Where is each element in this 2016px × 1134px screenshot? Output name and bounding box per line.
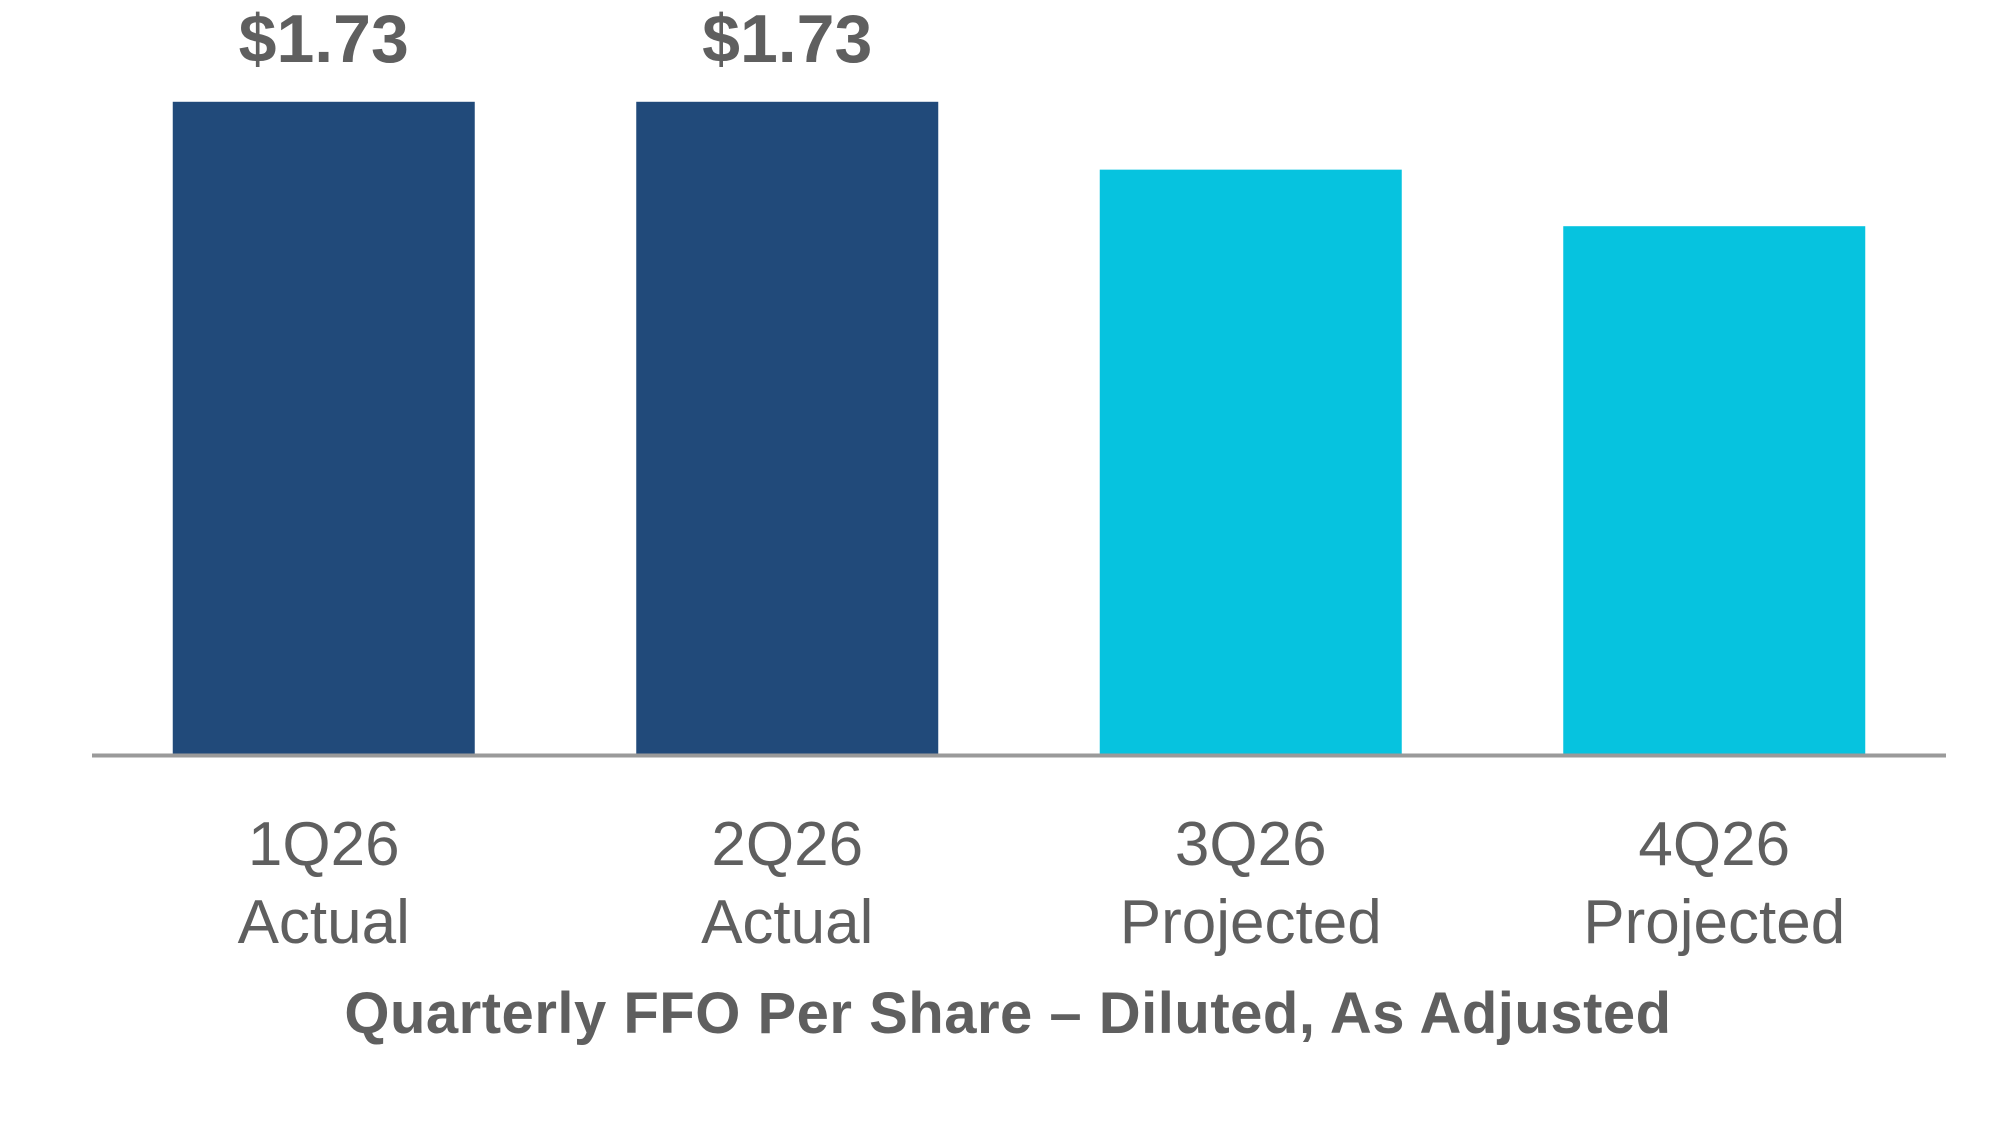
bar-2q26 (636, 101, 939, 755)
category-sublabel: Projected (1120, 888, 1382, 957)
bars-group (172, 101, 1866, 755)
category-sublabel: Actual (701, 888, 873, 957)
category-label: 2Q26 (711, 810, 863, 879)
category-sublabel: Projected (1583, 888, 1845, 957)
category-label: 4Q26 (1638, 810, 1790, 879)
bar-1q26 (172, 101, 475, 755)
value-label: $1.73 (239, 1, 409, 77)
bar-4q26 (1563, 226, 1866, 754)
value-label: $1.73 (702, 1, 872, 77)
bar-3q26 (1099, 169, 1402, 754)
category-sublabel: Actual (238, 888, 410, 957)
value-labels-group: $1.73 $1.73 (239, 1, 873, 77)
category-label: 3Q26 (1175, 810, 1327, 879)
category-labels-group: 1Q26 Actual 2Q26 Actual 3Q26 Projected 4Q26 Pro… (238, 810, 1846, 957)
chart-caption: Quarterly FFO Per Share – Diluted, As Ad… (344, 981, 1672, 1046)
category-label: 1Q26 (248, 810, 400, 879)
